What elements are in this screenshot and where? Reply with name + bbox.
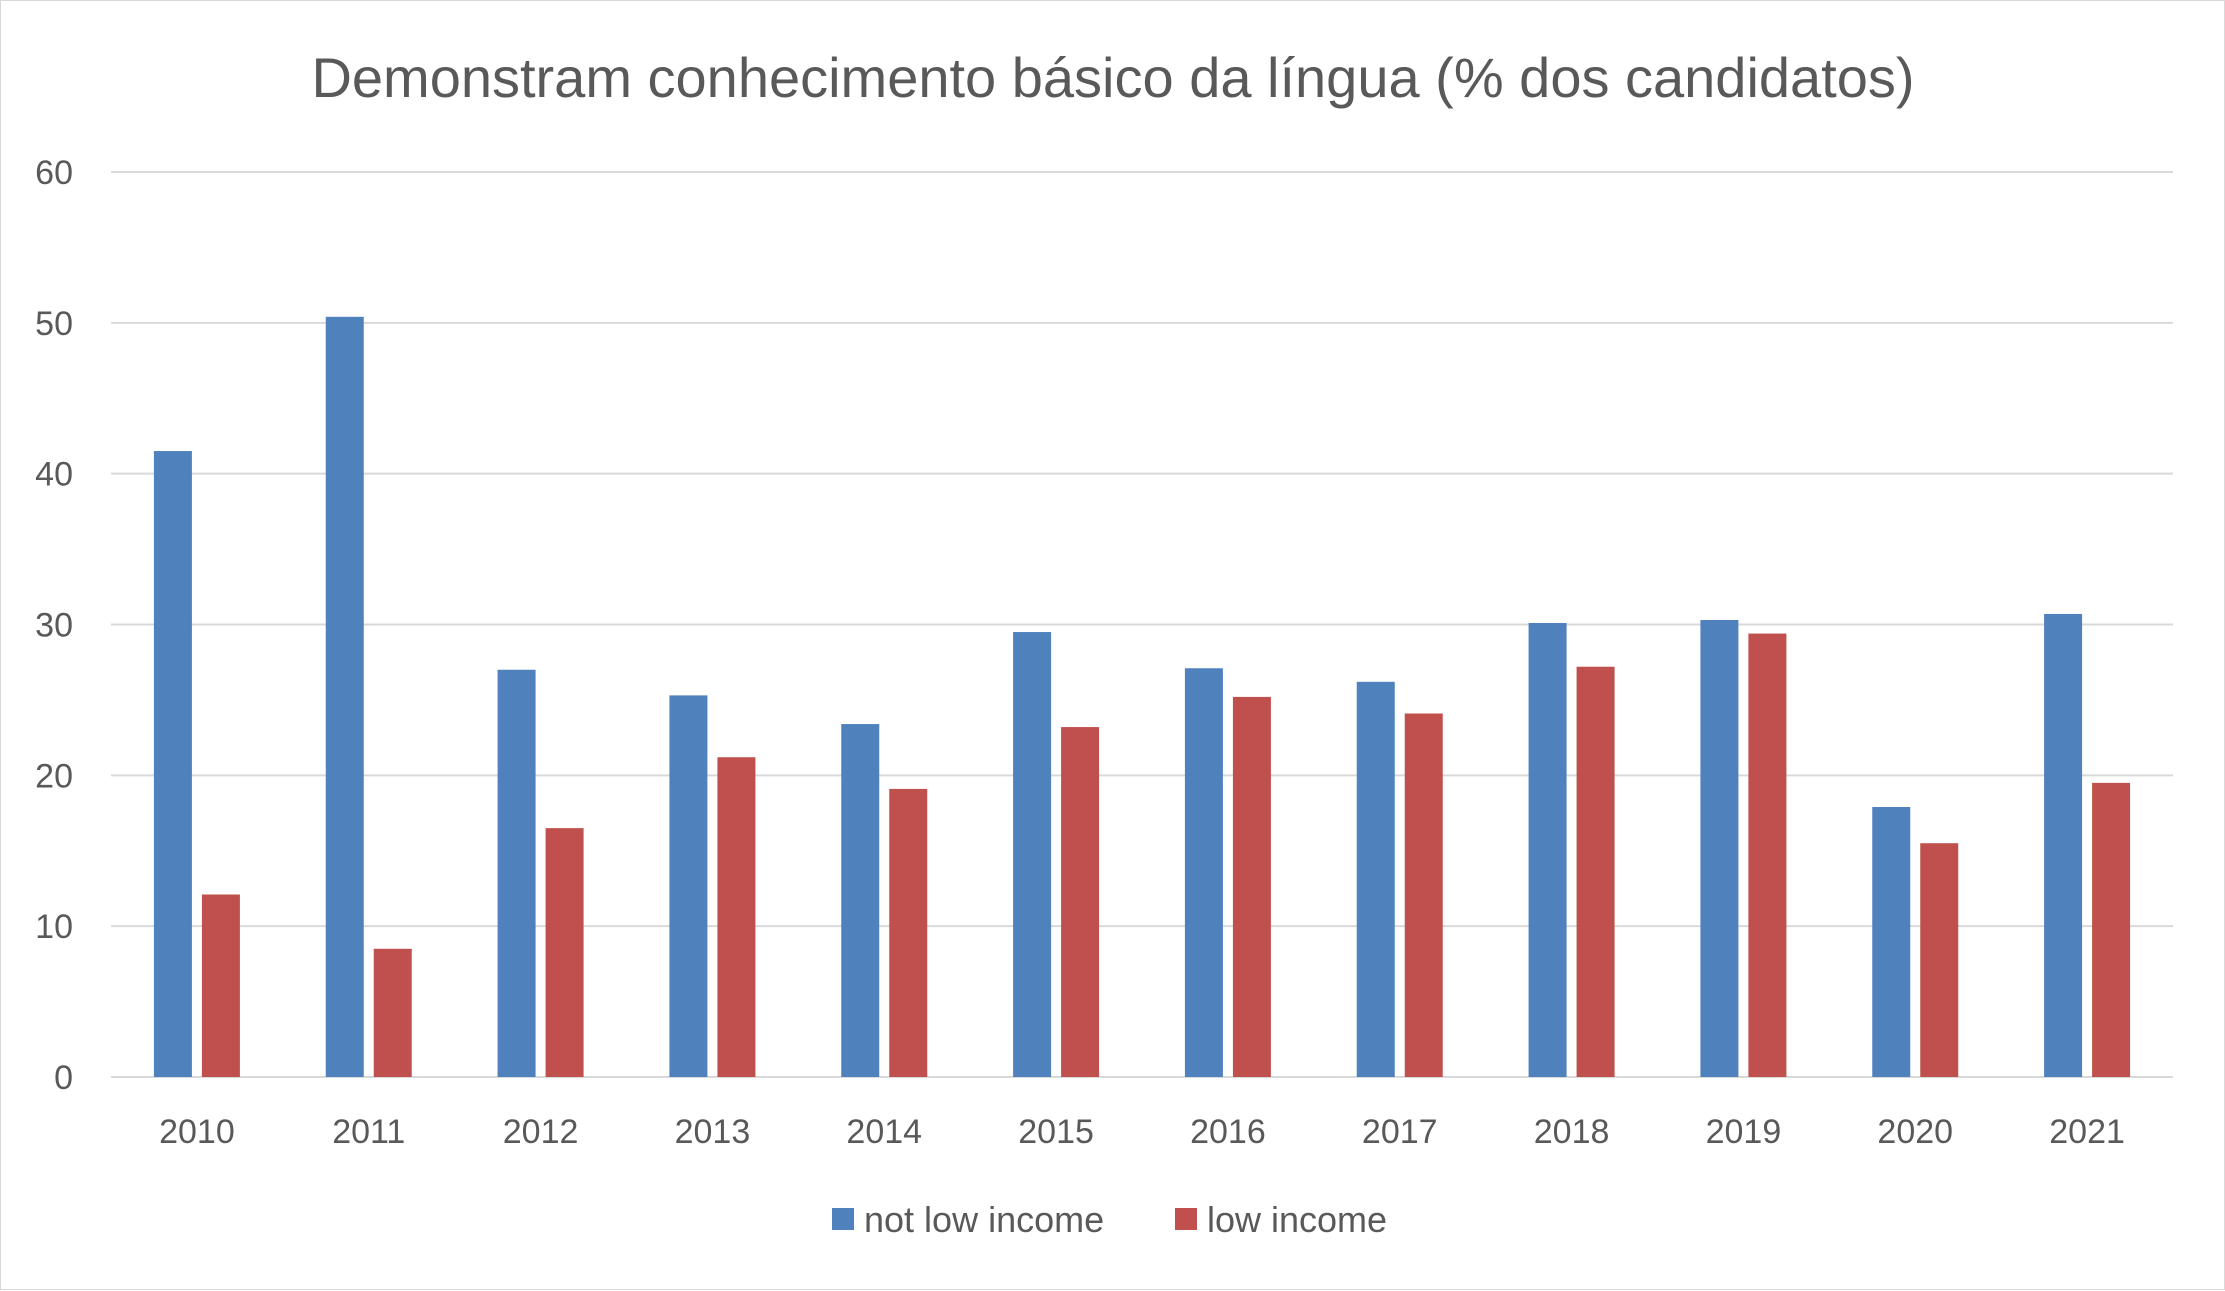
bar-low-income-2011 xyxy=(373,948,412,1077)
legend-label: low income xyxy=(1207,1199,1387,1240)
bar-low-income-2019 xyxy=(1748,633,1787,1077)
gridlines xyxy=(111,171,2173,1078)
legend-swatch xyxy=(1175,1208,1197,1230)
bar-not-low-income-2020 xyxy=(1872,807,1911,1077)
y-tick-label: 20 xyxy=(35,757,73,795)
bar-not-low-income-2012 xyxy=(497,669,536,1077)
y-tick-label: 0 xyxy=(54,1059,73,1097)
x-axis-tick-labels: 2010 2011 2012 2013 2014 2015 2016 2017 2018 2019… xyxy=(159,1113,2125,1151)
bar-not-low-income-2019 xyxy=(1700,619,1739,1077)
x-tick-label: 2010 xyxy=(159,1113,235,1151)
bar-low-income-2012 xyxy=(545,828,584,1077)
bar-low-income-2010 xyxy=(201,894,240,1077)
x-tick-label: 2012 xyxy=(503,1113,579,1151)
bar-not-low-income-2016 xyxy=(1184,668,1223,1077)
legend-label: not low income xyxy=(864,1199,1104,1240)
x-tick-label: 2017 xyxy=(1362,1113,1438,1151)
bar-not-low-income-2010 xyxy=(153,451,192,1078)
x-tick-label: 2016 xyxy=(1190,1113,1266,1151)
bar-not-low-income-2021 xyxy=(2044,613,2083,1077)
bar-low-income-2014 xyxy=(889,788,928,1077)
bar-not-low-income-2017 xyxy=(1356,681,1395,1077)
chart-title: Demonstram conhecimento básico da língua… xyxy=(311,46,1914,109)
x-tick-label: 2014 xyxy=(846,1113,922,1151)
bar-low-income-2017 xyxy=(1404,713,1443,1077)
x-tick-label: 2018 xyxy=(1534,1113,1610,1151)
x-tick-label: 2011 xyxy=(332,1113,405,1151)
bar-not-low-income-2014 xyxy=(841,724,880,1077)
y-tick-label: 50 xyxy=(35,305,73,343)
bar-not-low-income-2013 xyxy=(669,695,708,1077)
y-tick-label: 40 xyxy=(35,456,73,494)
x-tick-label: 2013 xyxy=(675,1113,751,1151)
bars xyxy=(153,316,2131,1078)
x-tick-label: 2019 xyxy=(1706,1113,1782,1151)
bar-not-low-income-2015 xyxy=(1013,632,1052,1077)
y-tick-label: 10 xyxy=(35,908,73,946)
y-tick-label: 60 xyxy=(35,154,73,192)
bar-low-income-2015 xyxy=(1061,727,1100,1077)
bar-low-income-2013 xyxy=(717,757,756,1077)
bar-low-income-2016 xyxy=(1232,696,1271,1077)
y-axis-tick-labels: 0 10 20 30 40 50 60 xyxy=(35,154,73,1097)
x-tick-label: 2020 xyxy=(1877,1113,1953,1151)
bar-low-income-2020 xyxy=(1920,843,1959,1077)
legend-swatch xyxy=(832,1208,854,1230)
bar-not-low-income-2018 xyxy=(1528,622,1567,1077)
x-tick-label: 2021 xyxy=(2049,1113,2125,1151)
x-tick-label: 2015 xyxy=(1018,1113,1094,1151)
bar-low-income-2021 xyxy=(2092,782,2131,1077)
y-tick-label: 30 xyxy=(35,607,73,645)
bar-not-low-income-2011 xyxy=(325,316,364,1077)
legend: not low income low income xyxy=(832,1199,1387,1240)
bar-low-income-2018 xyxy=(1576,666,1615,1077)
